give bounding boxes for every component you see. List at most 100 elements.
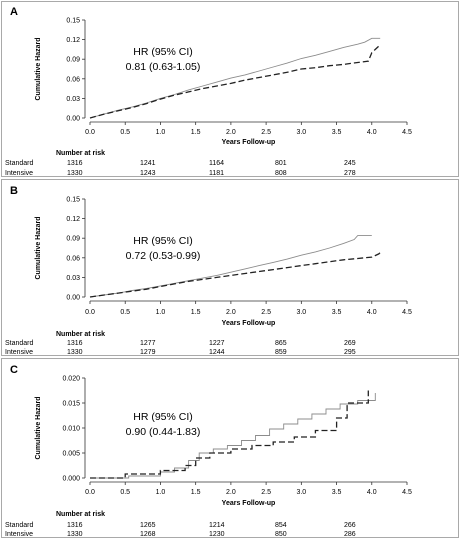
risk-value: 295 bbox=[344, 349, 356, 355]
chart-svg-a: A 0.00 0.03 0.06 0.09 0.12 0.15 0.0 0.5 1.0 1.5 2.0… bbox=[5, 6, 412, 176]
y-tick-label: 0.020 bbox=[62, 376, 80, 383]
chart-panel-c: C 0.000 0.005 0.010 0.015 0.020 0.0 0.5 1.0 1.5 2.… bbox=[1, 358, 459, 538]
x-tick-label: 4.0 bbox=[367, 129, 377, 136]
x-tick-label: 4.5 bbox=[402, 489, 412, 496]
risk-value: 1330 bbox=[67, 170, 83, 176]
y-axis-label: Cumulative Hazard bbox=[35, 396, 42, 459]
x-tick-label: 3.5 bbox=[332, 489, 342, 496]
risk-row-label: Standard bbox=[5, 340, 34, 347]
risk-value: 1241 bbox=[140, 160, 156, 167]
x-tick-label: 2.5 bbox=[261, 129, 271, 136]
hr-annotation-title: HR (95% CI) bbox=[133, 411, 193, 423]
panel-letter: A bbox=[10, 6, 18, 18]
x-tick-label: 1.0 bbox=[156, 309, 166, 316]
chart-svg-c: C 0.000 0.005 0.010 0.015 0.020 0.0 0.5 1.0 1.5 2.… bbox=[5, 364, 412, 537]
x-tick-label: 1.5 bbox=[191, 489, 201, 496]
y-tick-label: 0.15 bbox=[66, 18, 80, 25]
y-tick-label: 0.000 bbox=[62, 476, 80, 483]
x-tick-label: 4.0 bbox=[367, 309, 377, 316]
x-tick-label: 3.0 bbox=[296, 129, 306, 136]
panel-letter: B bbox=[10, 185, 18, 197]
panel-letter: C bbox=[10, 364, 18, 376]
y-tick-label: 0.15 bbox=[66, 197, 80, 204]
hr-annotation-title: HR (95% CI) bbox=[133, 46, 193, 58]
x-tick-label: 0.0 bbox=[85, 489, 95, 496]
risk-value: 1268 bbox=[140, 531, 156, 537]
risk-value: 266 bbox=[344, 522, 356, 529]
risk-value: 269 bbox=[344, 340, 356, 347]
risk-row-label: Intensive bbox=[5, 349, 33, 355]
risk-value: 865 bbox=[275, 340, 287, 347]
risk-value: 1243 bbox=[140, 170, 156, 176]
risk-value: 245 bbox=[344, 160, 356, 167]
x-tick-label: 3.0 bbox=[296, 489, 306, 496]
risk-value: 1316 bbox=[67, 160, 83, 167]
risk-value: 854 bbox=[275, 522, 287, 529]
risk-table-header: Number at risk bbox=[56, 150, 105, 157]
x-tick-label: 2.0 bbox=[226, 489, 236, 496]
y-axis-label: Cumulative Hazard bbox=[35, 37, 42, 100]
x-tick-label: 3.0 bbox=[296, 309, 306, 316]
chart-panel-a: A 0.00 0.03 0.06 0.09 0.12 0.15 0.0 0.5 1.0 1.5 2.0… bbox=[1, 1, 459, 177]
risk-value: 1330 bbox=[67, 531, 83, 537]
series-line-dashed bbox=[90, 390, 369, 479]
x-tick-label: 0.0 bbox=[85, 309, 95, 316]
risk-value: 1277 bbox=[140, 340, 156, 347]
risk-row-label: Intensive bbox=[5, 531, 33, 537]
x-tick-label: 1.0 bbox=[156, 129, 166, 136]
x-tick-label: 4.5 bbox=[402, 129, 412, 136]
x-tick-label: 2.5 bbox=[261, 489, 271, 496]
x-tick-label: 3.5 bbox=[332, 129, 342, 136]
risk-value: 1330 bbox=[67, 349, 83, 355]
x-tick-label: 4.0 bbox=[367, 489, 377, 496]
x-axis-label: Years Follow-up bbox=[222, 139, 276, 146]
risk-table-header: Number at risk bbox=[56, 331, 105, 338]
y-tick-label: 0.005 bbox=[62, 451, 80, 458]
risk-value: 1279 bbox=[140, 349, 156, 355]
x-tick-label: 2.5 bbox=[261, 309, 271, 316]
risk-row-label: Standard bbox=[5, 522, 34, 529]
risk-value: 859 bbox=[275, 349, 287, 355]
x-tick-label: 0.5 bbox=[120, 489, 130, 496]
hr-annotation-title: HR (95% CI) bbox=[133, 235, 193, 247]
risk-value: 1181 bbox=[209, 170, 224, 176]
y-tick-label: 0.06 bbox=[66, 255, 80, 262]
x-tick-label: 0.5 bbox=[120, 129, 130, 136]
x-axis-label: Years Follow-up bbox=[222, 320, 276, 327]
risk-row-label: Intensive bbox=[5, 170, 33, 176]
y-tick-label: 0.03 bbox=[66, 96, 80, 103]
x-tick-label: 1.5 bbox=[191, 129, 201, 136]
series-line-solid bbox=[90, 393, 376, 479]
risk-value: 1230 bbox=[209, 531, 225, 537]
risk-row-label: Standard bbox=[5, 160, 34, 167]
risk-value: 278 bbox=[344, 170, 356, 176]
risk-value: 808 bbox=[275, 170, 287, 176]
y-tick-label: 0.06 bbox=[66, 76, 80, 83]
x-tick-label: 2.0 bbox=[226, 129, 236, 136]
risk-value: 1164 bbox=[209, 160, 224, 167]
x-tick-label: 0.5 bbox=[120, 309, 130, 316]
hr-annotation-value: 0.90 (0.44-1.83) bbox=[126, 426, 201, 438]
risk-value: 1316 bbox=[67, 522, 83, 529]
chart-panel-b: B 0.00 0.03 0.06 0.09 0.12 0.15 0.0 0.5 1.0 1.5 2.0… bbox=[1, 179, 459, 356]
y-tick-label: 0.00 bbox=[66, 295, 80, 302]
y-tick-label: 0.09 bbox=[66, 57, 80, 64]
risk-value: 1265 bbox=[140, 522, 156, 529]
hr-annotation-value: 0.72 (0.53-0.99) bbox=[126, 250, 201, 262]
y-tick-label: 0.015 bbox=[62, 401, 80, 408]
x-tick-label: 3.5 bbox=[332, 309, 342, 316]
risk-value: 286 bbox=[344, 531, 356, 537]
risk-value: 1227 bbox=[209, 340, 225, 347]
risk-value: 1244 bbox=[209, 349, 225, 355]
x-tick-label: 2.0 bbox=[226, 309, 236, 316]
y-tick-label: 0.09 bbox=[66, 236, 80, 243]
risk-value: 801 bbox=[275, 160, 287, 167]
risk-value: 1214 bbox=[209, 522, 225, 529]
hr-annotation-value: 0.81 (0.63-1.05) bbox=[126, 61, 201, 73]
chart-svg-b: B 0.00 0.03 0.06 0.09 0.12 0.15 0.0 0.5 1.0 1.5 2.0… bbox=[5, 185, 412, 355]
y-tick-label: 0.010 bbox=[62, 426, 80, 433]
series-line-solid bbox=[89, 37, 381, 119]
y-tick-label: 0.00 bbox=[66, 116, 80, 123]
risk-value: 850 bbox=[275, 531, 287, 537]
y-tick-label: 0.12 bbox=[66, 216, 80, 223]
